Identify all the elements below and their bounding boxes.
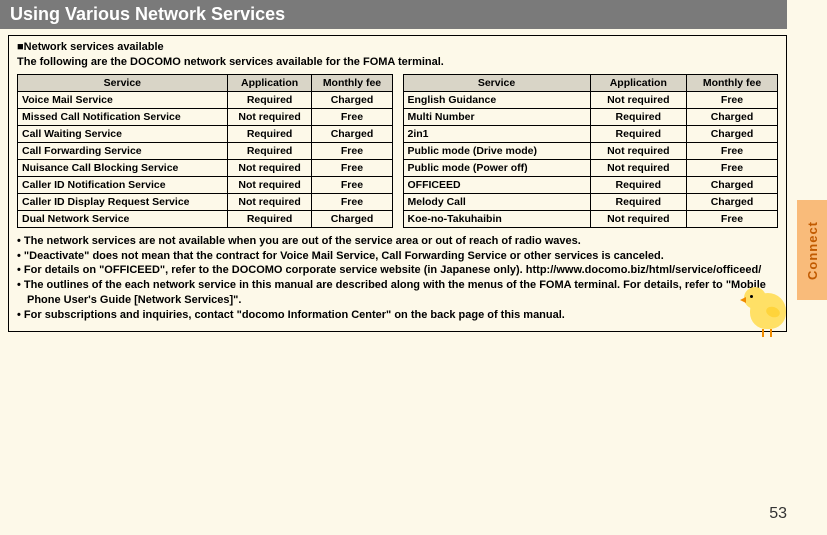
cell-application: Not required [227, 176, 312, 193]
table-row: Missed Call Notification ServiceNot requ… [18, 108, 393, 125]
cell-application: Required [590, 176, 686, 193]
table-row: OFFICEEDRequiredCharged [403, 176, 778, 193]
cell-service: Nuisance Call Blocking Service [18, 159, 228, 176]
col-application: Application [590, 74, 686, 91]
subheading-2: The following are the DOCOMO network ser… [17, 55, 778, 70]
cell-fee: Free [687, 159, 778, 176]
cell-application: Not required [590, 159, 686, 176]
note-item: The outlines of the each network service… [17, 278, 778, 308]
table-left-body: Voice Mail ServiceRequiredChargedMissed … [18, 91, 393, 227]
table-header-row: Service Application Monthly fee [403, 74, 778, 91]
section-header: Using Various Network Services [0, 0, 787, 29]
col-fee: Monthly fee [312, 74, 392, 91]
cell-fee: Free [312, 193, 392, 210]
cell-application: Not required [227, 193, 312, 210]
table-row: Caller ID Display Request ServiceNot req… [18, 193, 393, 210]
cell-fee: Charged [312, 210, 392, 227]
note-item: For subscriptions and inquiries, contact… [17, 308, 778, 323]
cell-service: Missed Call Notification Service [18, 108, 228, 125]
cell-service: Koe-no-Takuhaibin [403, 210, 590, 227]
services-table-left: Service Application Monthly fee Voice Ma… [17, 74, 393, 228]
table-row: Dual Network ServiceRequiredCharged [18, 210, 393, 227]
section-header-text: Using Various Network Services [10, 4, 285, 24]
services-table-right: Service Application Monthly fee English … [403, 74, 779, 228]
cell-fee: Free [687, 91, 778, 108]
cell-application: Required [227, 210, 312, 227]
subheading-1: ■Network services available [17, 40, 778, 55]
table-header-row: Service Application Monthly fee [18, 74, 393, 91]
table-row: Multi NumberRequiredCharged [403, 108, 778, 125]
note-item: For details on "OFFICEED", refer to the … [17, 263, 778, 278]
cell-fee: Free [312, 108, 392, 125]
cell-fee: Free [687, 210, 778, 227]
table-row: Public mode (Power off)Not requiredFree [403, 159, 778, 176]
notes-list: The network services are not available w… [17, 234, 778, 323]
cell-service: Dual Network Service [18, 210, 228, 227]
table-row: Nuisance Call Blocking ServiceNot requir… [18, 159, 393, 176]
cell-application: Not required [227, 108, 312, 125]
cell-service: Multi Number [403, 108, 590, 125]
cell-fee: Free [687, 142, 778, 159]
cell-service: English Guidance [403, 91, 590, 108]
cell-service: Public mode (Power off) [403, 159, 590, 176]
cell-service: Caller ID Notification Service [18, 176, 228, 193]
cell-service: Call Forwarding Service [18, 142, 228, 159]
col-fee: Monthly fee [687, 74, 778, 91]
cell-service: Melody Call [403, 193, 590, 210]
cell-fee: Free [312, 142, 392, 159]
cell-application: Not required [590, 91, 686, 108]
cell-fee: Charged [687, 108, 778, 125]
cell-fee: Charged [687, 176, 778, 193]
cell-application: Required [590, 193, 686, 210]
cell-fee: Charged [687, 125, 778, 142]
table-right-body: English GuidanceNot requiredFreeMulti Nu… [403, 91, 778, 227]
table-row: Melody CallRequiredCharged [403, 193, 778, 210]
col-application: Application [227, 74, 312, 91]
chick-illustration [744, 287, 792, 335]
cell-fee: Charged [687, 193, 778, 210]
page-number: 53 [769, 505, 787, 523]
cell-service: Caller ID Display Request Service [18, 193, 228, 210]
cell-application: Required [227, 142, 312, 159]
cell-application: Required [590, 108, 686, 125]
table-row: 2in1RequiredCharged [403, 125, 778, 142]
cell-application: Required [227, 91, 312, 108]
tables-container: Service Application Monthly fee Voice Ma… [17, 74, 778, 228]
content-box: ■Network services available The followin… [8, 35, 787, 332]
cell-fee: Free [312, 176, 392, 193]
cell-application: Required [590, 125, 686, 142]
cell-service: OFFICEED [403, 176, 590, 193]
table-row: English GuidanceNot requiredFree [403, 91, 778, 108]
cell-fee: Charged [312, 125, 392, 142]
col-service: Service [18, 74, 228, 91]
col-service: Service [403, 74, 590, 91]
table-row: Caller ID Notification ServiceNot requir… [18, 176, 393, 193]
cell-fee: Charged [312, 91, 392, 108]
cell-service: Public mode (Drive mode) [403, 142, 590, 159]
cell-application: Not required [590, 210, 686, 227]
table-row: Call Waiting ServiceRequiredCharged [18, 125, 393, 142]
cell-service: 2in1 [403, 125, 590, 142]
table-row: Koe-no-TakuhaibinNot requiredFree [403, 210, 778, 227]
note-item: The network services are not available w… [17, 234, 778, 249]
table-row: Voice Mail ServiceRequiredCharged [18, 91, 393, 108]
side-tab-label: Connect [805, 221, 820, 280]
cell-service: Call Waiting Service [18, 125, 228, 142]
cell-application: Not required [227, 159, 312, 176]
note-item: "Deactivate" does not mean that the cont… [17, 249, 778, 264]
cell-application: Not required [590, 142, 686, 159]
table-row: Call Forwarding ServiceRequiredFree [18, 142, 393, 159]
cell-service: Voice Mail Service [18, 91, 228, 108]
side-tab: Connect [797, 200, 827, 300]
cell-application: Required [227, 125, 312, 142]
table-row: Public mode (Drive mode)Not requiredFree [403, 142, 778, 159]
cell-fee: Free [312, 159, 392, 176]
